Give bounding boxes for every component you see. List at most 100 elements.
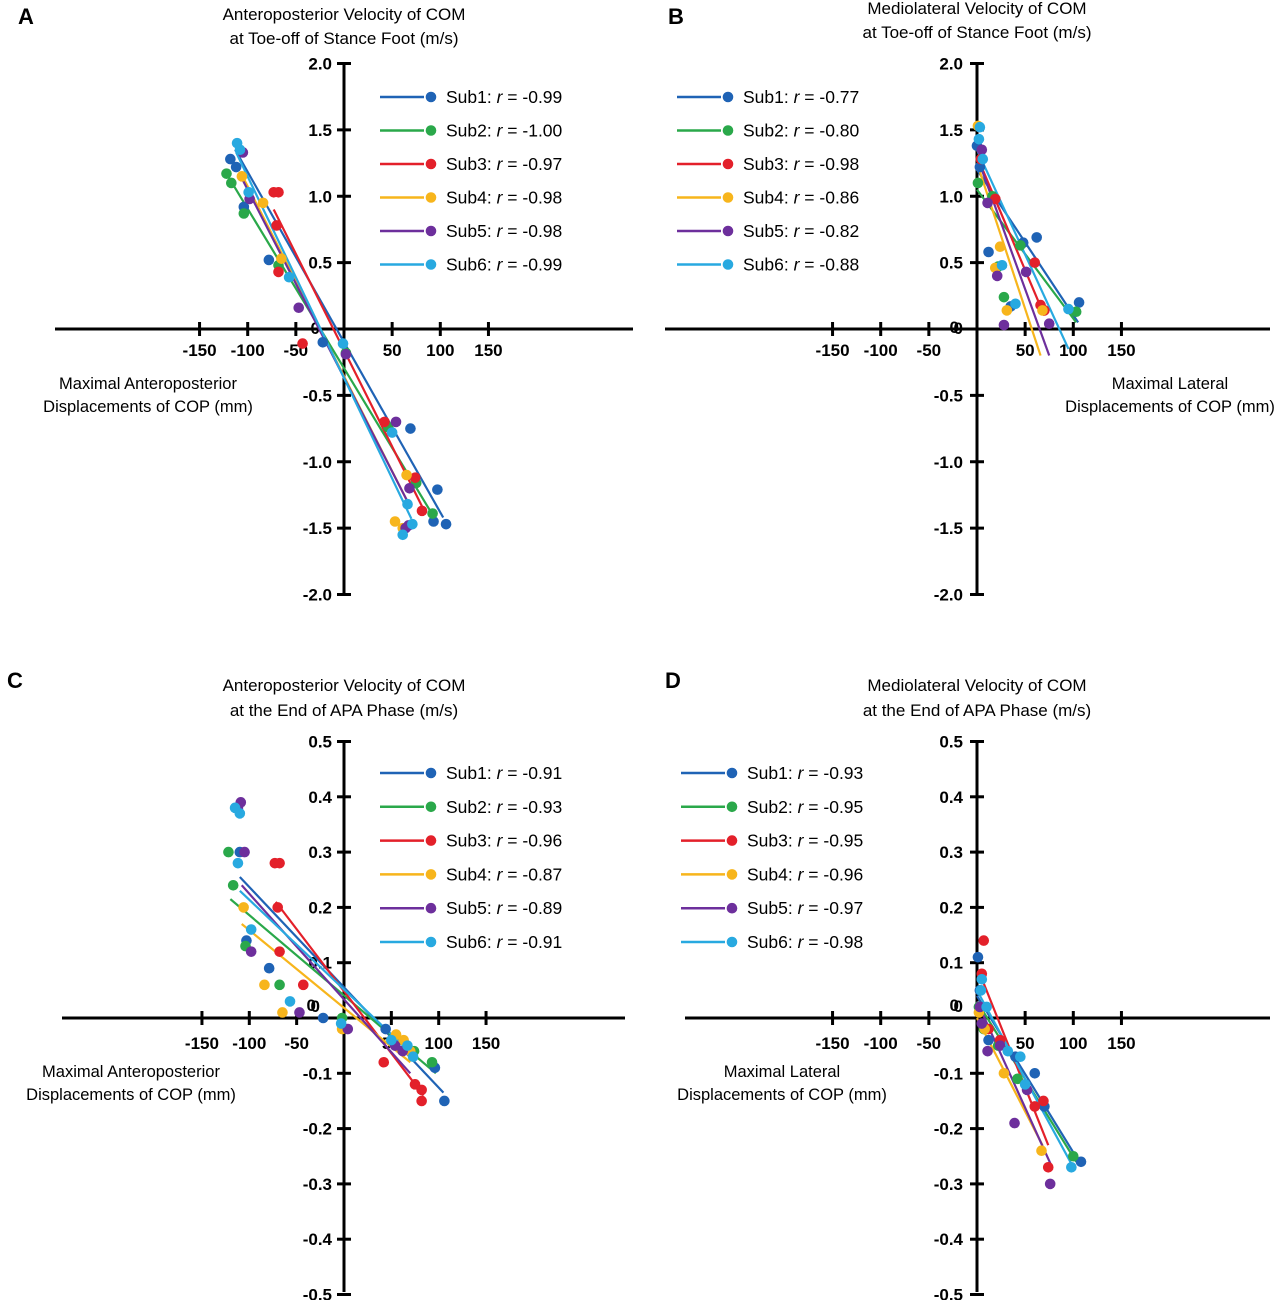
legend-marker-sub2 bbox=[726, 801, 738, 813]
x-tick-label: 150 bbox=[1107, 341, 1135, 360]
data-point-sub4 bbox=[257, 197, 269, 209]
y-tick-label: -2.0 bbox=[303, 586, 332, 605]
data-point-sub3 bbox=[416, 505, 428, 517]
data-point-sub2 bbox=[972, 177, 984, 189]
y-tick-label: 0.3 bbox=[308, 843, 332, 862]
legend-marker-sub1 bbox=[722, 91, 734, 103]
data-point-sub5 bbox=[404, 483, 415, 494]
data-point-sub5 bbox=[293, 302, 305, 314]
data-point-sub5 bbox=[994, 1040, 1006, 1051]
data-point-sub5 bbox=[998, 319, 1010, 331]
data-point-sub5 bbox=[1009, 1117, 1020, 1129]
x-tick-label: 0 bbox=[954, 997, 963, 1016]
data-point-sub2 bbox=[274, 979, 285, 991]
legend-label-sub5: Sub5: r = -0.97 bbox=[747, 898, 863, 918]
panel-letter: C bbox=[7, 668, 23, 693]
legend-marker-sub6 bbox=[425, 259, 437, 270]
y-tick-label: 0 bbox=[950, 318, 959, 337]
data-point-sub3 bbox=[378, 1056, 390, 1068]
data-point-sub5 bbox=[390, 416, 402, 428]
regression-line-sub3 bbox=[274, 901, 425, 1097]
data-point-sub4 bbox=[276, 253, 287, 264]
x-tick-label: 50 bbox=[1016, 341, 1035, 360]
legend-marker-sub1 bbox=[425, 767, 437, 779]
legend-label-sub1: Sub1: r = -0.91 bbox=[446, 763, 562, 783]
legend-label-sub2: Sub2: r = -0.95 bbox=[747, 797, 863, 817]
y-tick-label: -0.3 bbox=[934, 1175, 963, 1194]
x-axis-label: Displacements of COP (mm) bbox=[43, 398, 253, 416]
x-tick-label: -150 bbox=[816, 341, 850, 360]
data-point-sub3 bbox=[1042, 1162, 1054, 1173]
x-tick-label: 100 bbox=[1059, 341, 1087, 360]
data-point-sub6 bbox=[996, 259, 1008, 271]
legend-label-sub3: Sub3: r = -0.97 bbox=[446, 154, 562, 174]
legend-label-sub3: Sub3: r = -0.98 bbox=[743, 154, 859, 174]
x-tick-label: -150 bbox=[183, 341, 217, 360]
y-tick-label: -0.2 bbox=[303, 1120, 332, 1139]
legend-label-sub1: Sub1: r = -0.93 bbox=[747, 763, 863, 783]
chart-title: at the End of APA Phase (m/s) bbox=[863, 701, 1091, 720]
legend-label-sub1: Sub1: r = -0.77 bbox=[743, 87, 859, 107]
y-tick-label: 0.5 bbox=[939, 254, 963, 273]
legend-marker-sub2 bbox=[425, 125, 437, 136]
data-point-sub3 bbox=[978, 935, 990, 946]
data-point-sub6 bbox=[1019, 1079, 1031, 1090]
panel-letter: B bbox=[668, 4, 684, 29]
x-axis-label: Maximal Anteroposterior bbox=[59, 375, 237, 393]
data-point-sub6 bbox=[976, 973, 988, 985]
data-point-sub5 bbox=[1044, 1178, 1056, 1190]
legend-marker-sub6 bbox=[726, 936, 738, 948]
y-tick-label: -0.4 bbox=[303, 1230, 333, 1249]
regression-line-sub5 bbox=[240, 884, 412, 1075]
legend-marker-sub5 bbox=[425, 902, 437, 914]
legend-label-sub4: Sub4: r = -0.87 bbox=[446, 864, 562, 884]
data-point-sub6 bbox=[234, 144, 246, 156]
data-point-sub1 bbox=[440, 518, 452, 530]
legend-marker-sub2 bbox=[722, 125, 734, 136]
data-point-sub4 bbox=[1036, 1145, 1047, 1157]
data-point-sub6 bbox=[1063, 303, 1074, 315]
x-tick-label: -150 bbox=[185, 1034, 219, 1053]
data-point-sub3 bbox=[297, 338, 308, 349]
legend-marker-sub5 bbox=[722, 225, 734, 237]
legend-label-sub1: Sub1: r = -0.99 bbox=[446, 87, 562, 107]
data-point-sub3 bbox=[273, 186, 284, 198]
y-tick-label: 0 bbox=[950, 996, 959, 1015]
data-point-sub4 bbox=[259, 979, 270, 991]
data-point-sub2 bbox=[238, 208, 250, 219]
data-point-sub3 bbox=[379, 416, 390, 428]
legend-marker-sub6 bbox=[425, 936, 437, 948]
y-tick-label: -0.5 bbox=[934, 1286, 963, 1300]
data-point-sub3 bbox=[416, 1084, 427, 1096]
x-tick-label: -150 bbox=[816, 1034, 850, 1053]
data-point-sub3 bbox=[273, 266, 284, 278]
data-point-sub5 bbox=[340, 348, 352, 360]
data-point-sub5 bbox=[982, 1045, 993, 1057]
x-axis-label: Maximal Lateral bbox=[1112, 375, 1228, 393]
legend-marker-sub1 bbox=[726, 767, 738, 779]
x-tick-label: 150 bbox=[472, 1034, 500, 1053]
data-point-sub6 bbox=[973, 133, 985, 145]
data-point-sub2 bbox=[1012, 1073, 1023, 1085]
x-tick-label: 0 bbox=[954, 319, 963, 338]
panel-letter: D bbox=[665, 668, 681, 693]
data-point-sub6 bbox=[981, 1001, 992, 1013]
data-point-sub6 bbox=[284, 996, 296, 1007]
data-point-sub4 bbox=[1001, 305, 1013, 316]
data-point-sub3 bbox=[272, 902, 284, 913]
data-point-sub1 bbox=[983, 246, 994, 258]
data-point-sub6 bbox=[1015, 1051, 1026, 1063]
y-tick-label: 1.5 bbox=[308, 121, 332, 140]
data-point-sub6 bbox=[1002, 1045, 1014, 1057]
x-tick-label: 150 bbox=[474, 341, 502, 360]
regression-line-sub6 bbox=[235, 151, 413, 520]
data-point-sub1 bbox=[317, 336, 329, 348]
data-point-sub3 bbox=[274, 946, 285, 957]
data-point-sub6 bbox=[283, 271, 295, 283]
data-point-sub5 bbox=[1020, 266, 1032, 278]
legend-label-sub5: Sub5: r = -0.98 bbox=[446, 221, 562, 241]
data-point-sub6 bbox=[234, 808, 246, 819]
x-tick-label: -100 bbox=[864, 341, 898, 360]
x-tick-label: -100 bbox=[864, 1034, 898, 1053]
chart-title: Mediolateral Velocity of COM bbox=[867, 676, 1086, 695]
